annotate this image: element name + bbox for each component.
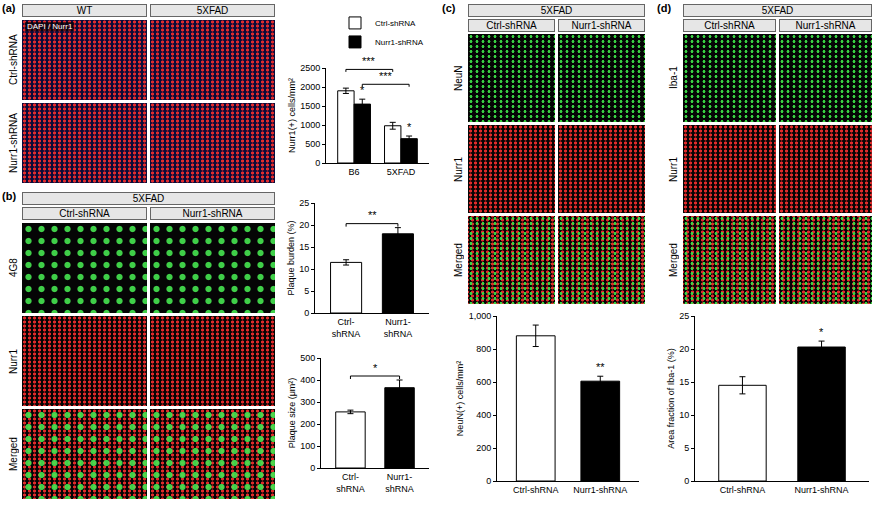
- svg-text:10: 10: [299, 264, 309, 274]
- svg-text:1,000: 1,000: [469, 311, 492, 321]
- svg-text:*: *: [373, 362, 378, 374]
- svg-text:0: 0: [315, 158, 320, 168]
- html-text:5XFAD: 5XFAD: [196, 5, 229, 16]
- html-text:(a): (a): [2, 2, 16, 14]
- svg-text:Nurr1-shRNA: Nurr1-shRNA: [385, 472, 414, 494]
- svg-text:5: 5: [684, 443, 689, 453]
- svg-text:15: 15: [299, 242, 309, 252]
- svg-text:*: *: [360, 84, 365, 96]
- svg-text:25: 25: [679, 311, 689, 321]
- svg-text:***: ***: [379, 70, 393, 82]
- svg-text:NeuN(+) cells/mm²: NeuN(+) cells/mm²: [455, 361, 465, 436]
- svg-text:***: ***: [362, 55, 376, 67]
- html-text:Nurr1-shRNA: Nurr1-shRNA: [571, 20, 632, 31]
- html-text:Nurr1: Nurr1: [8, 348, 19, 374]
- svg-text:Nurr1-shRNA: Nurr1-shRNA: [375, 38, 424, 47]
- html-text:(c): (c): [442, 2, 456, 14]
- html-text:Merged: Merged: [453, 243, 464, 277]
- svg-text:Plaque size (μm²): Plaque size (μm²): [287, 378, 297, 449]
- svg-text:0: 0: [684, 476, 689, 486]
- svg-text:*: *: [407, 121, 412, 133]
- svg-text:15: 15: [679, 377, 689, 387]
- html-text:Iba-1: Iba-1: [668, 66, 679, 90]
- html-text:5XFAD: 5XFAD: [540, 5, 573, 16]
- svg-text:25: 25: [299, 198, 309, 208]
- svg-text:Ctrl-shRNA: Ctrl-shRNA: [332, 317, 361, 339]
- html-text:NeuN: NeuN: [453, 65, 464, 91]
- svg-text:20: 20: [679, 344, 689, 354]
- svg-text:100: 100: [300, 441, 315, 451]
- svg-text:*: *: [819, 326, 824, 338]
- svg-text:2500: 2500: [300, 63, 320, 73]
- svg-text:Nurr1(+) cells/mm²: Nurr1(+) cells/mm²: [287, 78, 297, 153]
- svg-text:0: 0: [310, 463, 315, 473]
- svg-text:1000: 1000: [300, 120, 320, 130]
- html-text:Ctrl-shRNA: Ctrl-shRNA: [59, 208, 110, 219]
- svg-text:Nurr1-shRNA: Nurr1-shRNA: [573, 485, 627, 495]
- svg-text:1500: 1500: [300, 101, 320, 111]
- html-text:Merged: Merged: [8, 437, 19, 471]
- html-text:(b): (b): [2, 190, 16, 202]
- html-text:4G8: 4G8: [8, 258, 19, 278]
- html-text:5XFAD: 5XFAD: [761, 5, 794, 16]
- svg-text:Nurr1-shRNA: Nurr1-shRNA: [384, 317, 413, 339]
- html-text:Nurr1: Nurr1: [453, 156, 464, 182]
- html-text:Nurr1-shRNA: Nurr1-shRNA: [182, 208, 243, 219]
- svg-text:Ctrl-shRNA: Ctrl-shRNA: [375, 19, 416, 28]
- svg-text:500: 500: [305, 139, 320, 149]
- html-text:Nurr1-shRNA: Nurr1-shRNA: [8, 113, 19, 173]
- svg-text:800: 800: [476, 344, 491, 354]
- html-text:5XFAD: 5XFAD: [132, 193, 165, 204]
- html-text:DAPI / Nurr1: DAPI / Nurr1: [27, 22, 73, 31]
- svg-text:**: **: [596, 361, 605, 373]
- svg-text:5XFAD: 5XFAD: [387, 167, 416, 177]
- svg-text:0: 0: [304, 308, 309, 318]
- html-text:(d): (d): [657, 2, 671, 14]
- html-text:Ctrl-shRNA: Ctrl-shRNA: [8, 34, 19, 86]
- html-text:Merged: Merged: [668, 243, 679, 277]
- svg-text:Area fraction of Iba-1 (%): Area fraction of Iba-1 (%): [666, 348, 676, 449]
- svg-text:Ctrl-shRNA: Ctrl-shRNA: [720, 485, 766, 495]
- html-text:Nurr1-shRNA: Nurr1-shRNA: [795, 20, 856, 31]
- svg-text:5: 5: [304, 286, 309, 296]
- html-text:Ctrl-shRNA: Ctrl-shRNA: [486, 20, 537, 31]
- svg-text:**: **: [368, 209, 377, 221]
- svg-text:2000: 2000: [300, 82, 320, 92]
- svg-text:200: 200: [476, 443, 491, 453]
- html-text:Nurr1: Nurr1: [668, 156, 679, 182]
- svg-text:500: 500: [300, 353, 315, 363]
- html-text:Ctrl-shRNA: Ctrl-shRNA: [704, 20, 755, 31]
- html-text:WT: WT: [76, 5, 93, 16]
- svg-text:Ctrl-shRNA: Ctrl-shRNA: [336, 472, 365, 494]
- svg-text:Plaque burden (%): Plaque burden (%): [286, 220, 296, 295]
- svg-text:300: 300: [300, 397, 315, 407]
- svg-text:400: 400: [476, 410, 491, 420]
- svg-text:Ctrl-shRNA: Ctrl-shRNA: [513, 485, 559, 495]
- svg-text:Nurr1-shRNA: Nurr1-shRNA: [795, 485, 849, 495]
- svg-text:B6: B6: [349, 167, 360, 177]
- svg-text:10: 10: [679, 410, 689, 420]
- svg-text:400: 400: [300, 375, 315, 385]
- svg-text:0: 0: [486, 476, 491, 486]
- svg-text:20: 20: [299, 220, 309, 230]
- svg-text:600: 600: [476, 377, 491, 387]
- svg-text:200: 200: [300, 419, 315, 429]
